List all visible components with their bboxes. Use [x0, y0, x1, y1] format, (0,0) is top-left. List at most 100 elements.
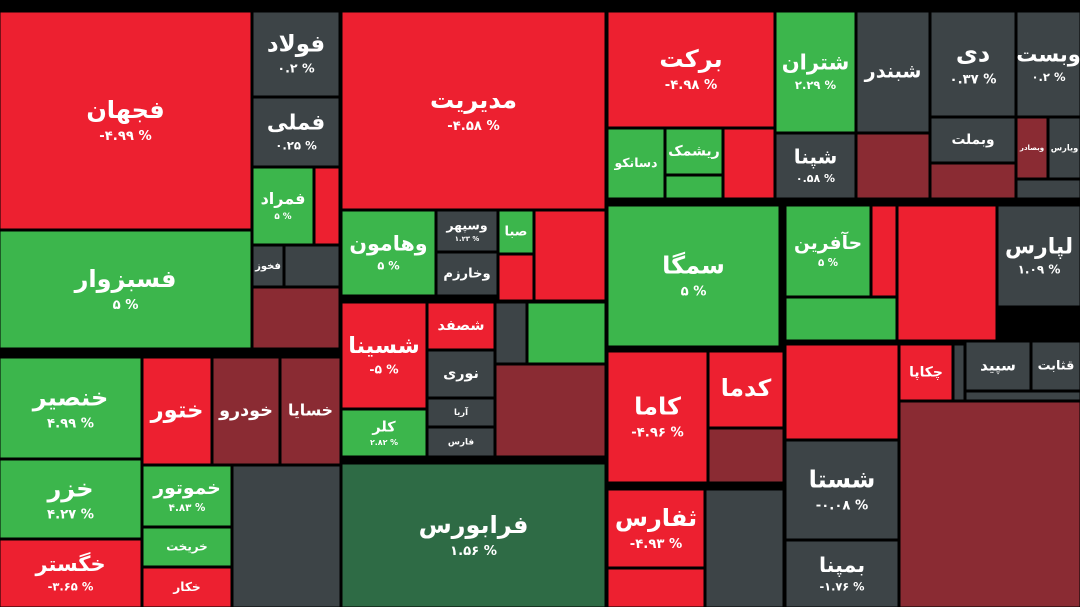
minor-tile: [930, 163, 1016, 199]
tile: [775, 133, 856, 199]
tile-name: فولاد: [267, 31, 325, 57]
tile-name: وبصادر: [1019, 144, 1044, 152]
tile-name: خسایا: [288, 401, 333, 420]
tile-name: فجهان: [86, 96, 164, 124]
tile-name: شسینا: [348, 333, 420, 359]
minor-tile: [708, 428, 784, 483]
tile-value: -۴.۹۳ %: [630, 537, 682, 552]
tile: [1016, 11, 1080, 117]
tile-name: کاما: [634, 392, 681, 420]
tile: [930, 11, 1016, 117]
tiles: فجهان -۴.۹۹ % فسبزوار ۵ % فولاد ۰.۲ % فملی ۰.۲۵…: [0, 11, 1080, 607]
tile-name: حآفرین: [794, 230, 862, 254]
tile: [775, 11, 856, 133]
tile: [665, 128, 723, 175]
minor-tile: [284, 245, 340, 287]
tile: [142, 465, 232, 527]
tile: [0, 357, 142, 459]
minor-tile: [252, 287, 340, 349]
minor-tile: [607, 568, 705, 607]
tile-name: خزر: [46, 474, 93, 502]
minor-tile: [495, 302, 527, 364]
tile-name: ختور: [150, 398, 204, 424]
tile-name: خگستر: [34, 551, 105, 576]
minor-tile: [899, 401, 1080, 607]
tile: [0, 539, 142, 607]
tile: [965, 341, 1031, 391]
tile-value: -۳.۶۵ %: [48, 580, 94, 594]
tile: [899, 344, 953, 401]
minor-tile: [232, 465, 341, 607]
tile: [142, 357, 212, 465]
tile: [252, 11, 340, 97]
tile-name: وسپهر: [445, 218, 487, 233]
tile-name: شصفد: [438, 318, 485, 334]
tile: [212, 357, 280, 465]
tile: [1016, 117, 1048, 179]
minor-tile: [665, 175, 723, 199]
tile-name: فسبزوار: [74, 265, 177, 293]
tile: [341, 463, 606, 607]
tile: [252, 245, 284, 287]
tile: [0, 11, 252, 230]
tile: [607, 205, 780, 347]
tile: [341, 302, 427, 409]
tile-value: ۴.۲۷ %: [47, 508, 94, 523]
tile-value: ۰.۵۸ %: [796, 172, 835, 185]
tile-name: ریشمک: [668, 144, 719, 160]
minor-tile: [897, 205, 997, 341]
minor-tile: [705, 489, 784, 607]
tile: [785, 540, 899, 607]
tile: [427, 398, 495, 427]
tile: [341, 11, 606, 210]
tile-name: شتران: [782, 50, 850, 75]
tile-value: -۴.۵۸ %: [447, 119, 499, 134]
tile-name: شستا: [809, 465, 876, 493]
tile: [436, 210, 498, 252]
tile-value: -۴.۹۹ %: [99, 129, 151, 144]
minor-tile: [953, 344, 965, 401]
minor-tile: [856, 133, 930, 199]
tile: [607, 11, 775, 128]
tile-value: ۵ %: [818, 257, 838, 269]
tile-name: ثفارس: [615, 504, 697, 532]
tile: [607, 351, 708, 483]
tile-name: خنصیر: [32, 383, 108, 411]
tile-value: -۴.۹۶ %: [631, 426, 683, 441]
tile-value: ۱.۵۶ %: [450, 544, 497, 559]
tile-value: -۰.۰۸ %: [816, 499, 868, 514]
tile: [142, 567, 232, 607]
tile: [785, 205, 871, 297]
tile-name: صبا: [505, 225, 528, 240]
tile-name: برکت: [659, 45, 722, 73]
tile-value: ۴.۸۳ %: [169, 502, 206, 514]
tile: [607, 489, 705, 568]
minor-tile: [785, 344, 899, 440]
tile: [498, 210, 534, 254]
tile-name: فارس: [448, 438, 474, 448]
tile-name: سمگا: [662, 251, 725, 279]
tile-value: ۵ %: [113, 298, 139, 313]
tile: [252, 97, 340, 167]
tile-name: دسانکو: [614, 155, 658, 170]
tile: [252, 167, 314, 245]
minor-tile: [534, 210, 606, 301]
tile-value: ۰.۲ %: [277, 60, 315, 75]
tile-name: وهامون: [349, 232, 427, 256]
tile-name: خریخت: [166, 540, 207, 555]
tile-name: شبندر: [864, 60, 922, 83]
tile-name: شپنا: [794, 145, 838, 170]
tile-value: ۲.۸۲ %: [370, 438, 398, 447]
tile-name: فرابورس: [419, 511, 529, 539]
tile-name: وخارزم: [443, 267, 490, 282]
tile: [785, 440, 899, 540]
tile: [930, 117, 1016, 163]
tile-name: خکار: [172, 580, 200, 594]
tile: [142, 527, 232, 567]
tile: [0, 230, 252, 349]
tile-value: ۰.۲ %: [1031, 70, 1066, 84]
tile-value: -۱.۷۶ %: [819, 579, 864, 593]
tile: [607, 128, 665, 199]
tile-value: ۵ %: [377, 258, 400, 272]
